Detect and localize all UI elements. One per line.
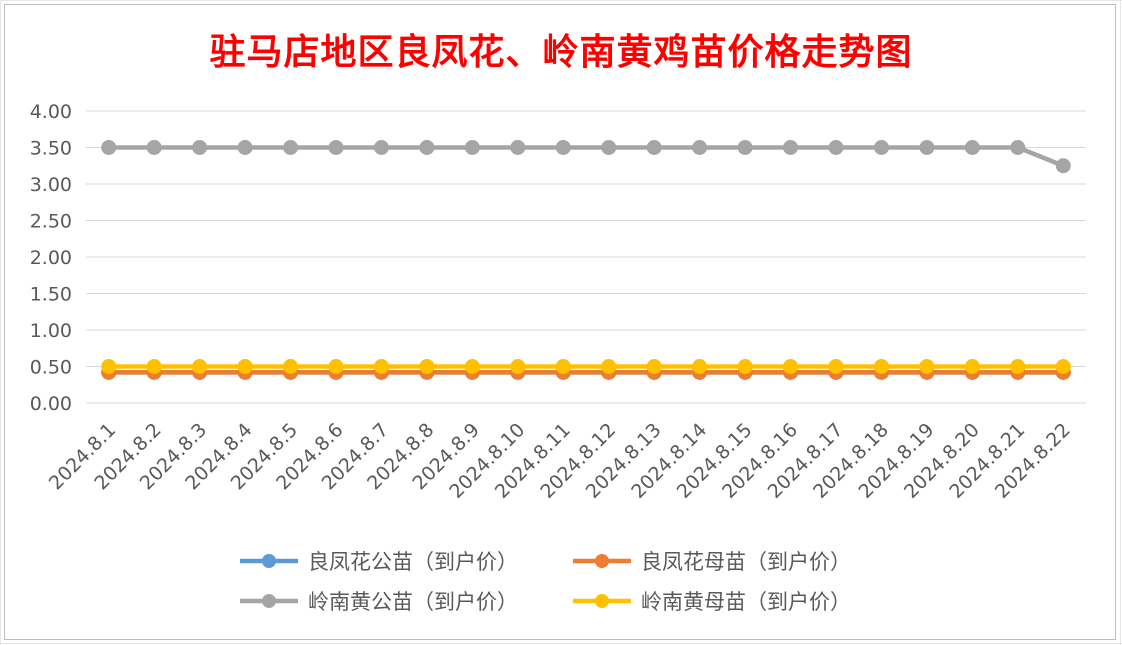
data-point (237, 359, 253, 374)
data-point (555, 359, 571, 374)
data-point (873, 140, 889, 155)
chart-plot: 0.00 0.50 1.00 1.50 2.00 2.50 3.00 3.50 4.00 2024… (30, 101, 1086, 614)
legend-item: 岭南黄公苗（到户价） (240, 590, 518, 614)
y-tick-label: 3.00 (30, 174, 72, 196)
data-point (873, 359, 889, 374)
y-tick-label: 2.00 (30, 247, 72, 269)
data-point (283, 359, 299, 374)
data-point (146, 359, 162, 374)
data-point (373, 140, 389, 155)
data-point (192, 359, 208, 374)
data-point (646, 140, 662, 155)
data-point (101, 359, 117, 374)
y-tick-label: 4.00 (30, 101, 72, 123)
chart-title: 驻马店地区良凤花、岭南黄鸡苗价格走势图 (209, 31, 913, 73)
legend-item: 岭南黄母苗（到户价） (573, 590, 851, 614)
y-tick-label: 1.50 (30, 284, 72, 306)
data-point (783, 359, 799, 374)
legend-label: 良凤花公苗（到户价） (308, 550, 518, 574)
data-point (464, 140, 480, 155)
y-tick-label: 0.50 (30, 357, 72, 379)
data-point (601, 359, 617, 374)
series-line (108, 145, 1065, 168)
data-point (646, 359, 662, 374)
data-point (964, 140, 980, 155)
y-tick-label: 2.50 (30, 211, 72, 233)
legend-swatch-marker (262, 554, 276, 568)
data-point (328, 359, 344, 374)
y-tick-label: 1.00 (30, 320, 72, 342)
series-4 (101, 359, 1071, 374)
y-tick-label: 0.00 (30, 393, 72, 415)
data-point (783, 140, 799, 155)
legend-swatch-marker (595, 554, 609, 568)
series-3 (101, 140, 1071, 174)
data-point (328, 140, 344, 155)
data-point (919, 359, 935, 374)
data-point (237, 140, 253, 155)
y-tick-label: 3.50 (30, 138, 72, 160)
legend-item: 良凤花母苗（到户价） (573, 550, 851, 574)
data-point (101, 140, 117, 155)
data-point (419, 359, 435, 374)
y-axis-ticks: 0.00 0.50 1.00 1.50 2.00 2.50 3.00 3.50 4.00 (30, 101, 72, 415)
data-point (555, 140, 571, 155)
data-point (510, 140, 526, 155)
data-point (601, 140, 617, 155)
data-point (828, 140, 844, 155)
data-point (510, 359, 526, 374)
legend-swatch-marker (595, 594, 609, 608)
data-point (737, 359, 753, 374)
legend: 良凤花公苗（到户价） 良凤花母苗（到户价） 岭南黄公苗（到户价） 岭南黄母苗（到户价） (240, 550, 851, 614)
data-point (1055, 158, 1071, 174)
data-point (464, 359, 480, 374)
data-point (828, 359, 844, 374)
x-axis-ticks: 2024.8.12024.8.22024.8.32024.8.42024.8.5… (45, 419, 1075, 503)
data-point (419, 140, 435, 155)
data-point (1010, 140, 1026, 155)
data-point (964, 359, 980, 374)
data-point (692, 359, 708, 374)
legend-swatch-marker (262, 594, 276, 608)
data-point (919, 140, 935, 155)
legend-item: 良凤花公苗（到户价） (240, 550, 518, 574)
chart-area[interactable]: 驻马店地区良凤花、岭南黄鸡苗价格走势图 0.00 0.50 1.00 1.50 2.00… (4, 4, 1116, 640)
legend-label: 岭南黄母苗（到户价） (641, 590, 851, 614)
data-point (1010, 359, 1026, 374)
data-point (373, 359, 389, 374)
legend-label: 岭南黄公苗（到户价） (308, 590, 518, 614)
legend-label: 良凤花母苗（到户价） (641, 550, 851, 574)
data-point (283, 140, 299, 155)
data-point (692, 140, 708, 155)
data-point (146, 140, 162, 155)
data-point (737, 140, 753, 155)
gridlines (86, 110, 1086, 404)
data-point (1055, 359, 1071, 374)
data-point (192, 140, 208, 155)
